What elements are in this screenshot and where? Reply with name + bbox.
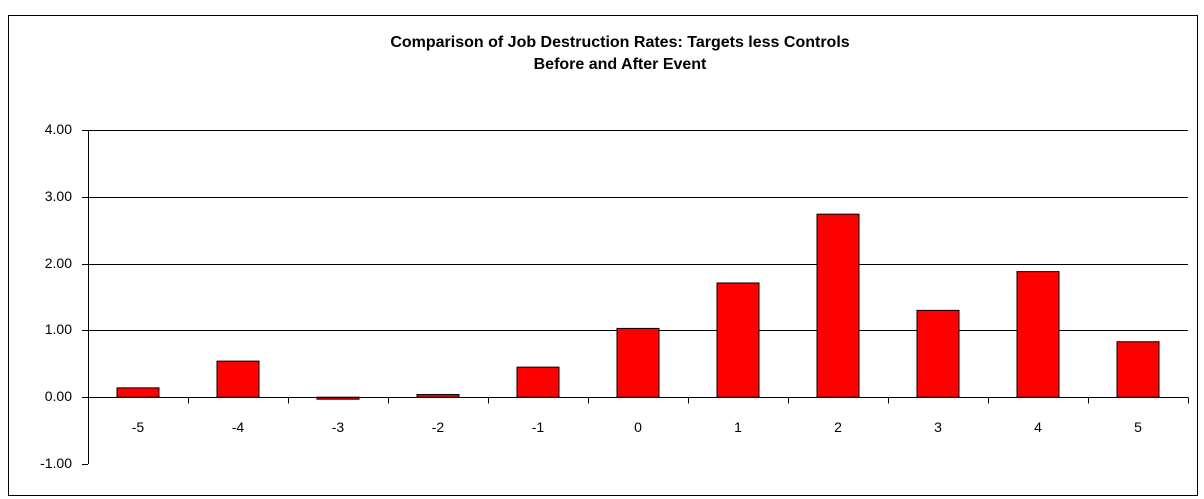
y-tick-label: 3.00 (45, 188, 72, 204)
bar (1116, 341, 1160, 398)
chart-frame (8, 15, 1198, 496)
x-tick-label: 1 (734, 419, 742, 435)
bar (116, 387, 160, 398)
y-tick-label: 4.00 (45, 121, 72, 137)
x-tick-label: 5 (1134, 419, 1142, 435)
x-tick-label: 2 (834, 419, 842, 435)
bar (916, 309, 960, 398)
bar (1016, 271, 1060, 398)
bar (616, 327, 660, 398)
bar (816, 213, 860, 398)
bar (416, 394, 460, 398)
bar (716, 282, 760, 398)
x-tick-label: -4 (232, 419, 245, 435)
y-tick-label: 1.00 (45, 321, 72, 337)
x-tick-label: -1 (532, 419, 545, 435)
x-tick-label: -5 (132, 419, 145, 435)
x-tick-label: -3 (332, 419, 345, 435)
x-tick-label: 4 (1034, 419, 1042, 435)
x-tick-label: -2 (432, 419, 445, 435)
x-tick-label: 3 (934, 419, 942, 435)
y-tick-label: 2.00 (45, 255, 72, 271)
x-tick-label: 0 (634, 419, 642, 435)
chart-subtitle: Before and After Event (534, 56, 707, 73)
bar (516, 366, 560, 398)
chart-title: Comparison of Job Destruction Rates: Tar… (390, 34, 849, 51)
bar (216, 360, 260, 398)
y-tick-label: -1.00 (40, 455, 72, 471)
y-tick-label: 0.00 (45, 388, 72, 404)
